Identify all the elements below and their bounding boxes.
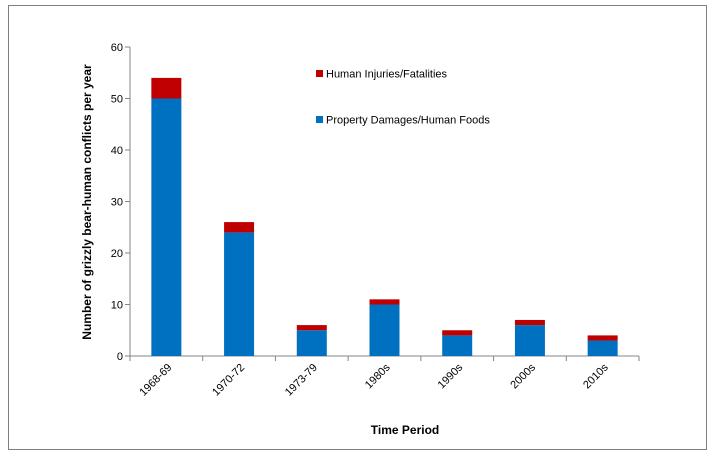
y-tick-label: 10 bbox=[111, 300, 123, 312]
legend-swatch bbox=[316, 70, 323, 77]
y-tick-label: 60 bbox=[111, 42, 123, 54]
x-tick-label: 2010s bbox=[581, 361, 611, 391]
bar-human-injuries bbox=[514, 319, 545, 326]
x-tick-label: 1990s bbox=[436, 361, 466, 391]
x-tick-label: 2000s bbox=[508, 361, 538, 391]
legend-label: Property Damages/Human Foods bbox=[326, 115, 490, 127]
y-tick-label: 30 bbox=[111, 197, 123, 209]
bar-property-damages bbox=[514, 325, 545, 356]
x-tick-label: 1968-69 bbox=[137, 362, 174, 399]
bar-human-injuries bbox=[442, 330, 473, 336]
y-ticks: 0 10 20 30 40 50 60 bbox=[111, 42, 130, 363]
bar-property-damages bbox=[369, 304, 400, 356]
x-tick-label: 1970-72 bbox=[210, 362, 247, 399]
x-axis-title: Time Period bbox=[371, 423, 439, 437]
chart-frame bbox=[8, 5, 707, 450]
bar-property-damages bbox=[296, 330, 327, 356]
bar-human-injuries bbox=[369, 299, 400, 305]
bar-human-injuries bbox=[151, 77, 182, 99]
bar-property-damages bbox=[442, 335, 473, 356]
y-tick-label: 50 bbox=[111, 94, 123, 106]
bar-property-damages bbox=[587, 340, 618, 356]
bar-property-damages bbox=[224, 232, 255, 356]
y-tick-label: 0 bbox=[117, 351, 123, 363]
legend-label: Human Injuries/Fatalities bbox=[326, 69, 448, 81]
x-ticks: 1968-69 1970-72 1973-79 1980s 1990s 2000s 2010… bbox=[129, 356, 640, 399]
y-axis-title: Number of grizzly bear-human conflicts p… bbox=[80, 64, 94, 340]
bar-human-injuries bbox=[224, 222, 255, 233]
bar-property-damages bbox=[151, 98, 182, 356]
bars bbox=[151, 77, 618, 356]
y-tick-label: 20 bbox=[111, 248, 123, 260]
x-tick-label: 1980s bbox=[363, 361, 393, 391]
legend: Human Injuries/Fatalities Property Damage… bbox=[316, 69, 490, 127]
bar-human-injuries bbox=[587, 335, 618, 341]
x-tick-label: 1973-79 bbox=[283, 362, 320, 399]
y-tick-label: 40 bbox=[111, 145, 123, 157]
legend-swatch bbox=[316, 116, 323, 123]
bar-human-injuries bbox=[296, 325, 327, 331]
